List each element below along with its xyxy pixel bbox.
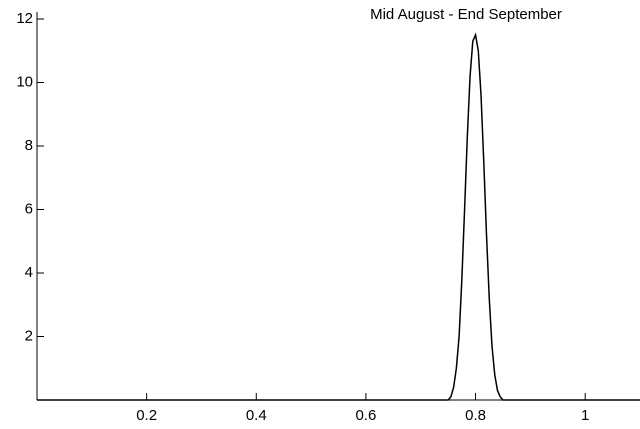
x-tick-label: 0.8 bbox=[465, 407, 486, 424]
y-tick-label: 12 bbox=[16, 10, 33, 27]
x-tick-label: 0.6 bbox=[355, 407, 376, 424]
x-tick-label: 0.2 bbox=[136, 407, 157, 424]
chart-title: Mid August - End September bbox=[370, 6, 562, 23]
x-tick-label: 1 bbox=[581, 407, 589, 424]
y-tick-label: 4 bbox=[25, 264, 33, 281]
x-tick-label: 0.4 bbox=[246, 407, 267, 424]
y-tick-label: 8 bbox=[25, 137, 33, 154]
y-tick-label: 10 bbox=[16, 73, 33, 90]
y-tick-label: 2 bbox=[25, 327, 33, 344]
y-tick-label: 6 bbox=[25, 200, 33, 217]
data-line bbox=[37, 32, 640, 401]
